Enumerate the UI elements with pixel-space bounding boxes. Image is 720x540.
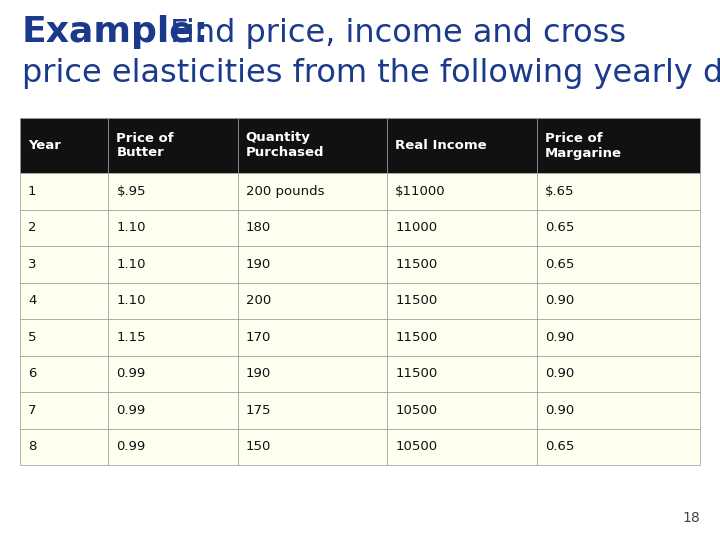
Text: 1.10: 1.10 bbox=[117, 258, 146, 271]
Bar bbox=[537, 355, 700, 392]
Text: 7: 7 bbox=[28, 404, 37, 417]
Text: 10500: 10500 bbox=[395, 440, 437, 453]
Bar bbox=[20, 246, 109, 282]
Text: 1.10: 1.10 bbox=[117, 221, 146, 234]
Bar bbox=[537, 118, 700, 173]
Bar bbox=[20, 282, 109, 319]
Text: 0.99: 0.99 bbox=[117, 367, 145, 380]
Text: $.95: $.95 bbox=[117, 185, 146, 198]
Text: $.65: $.65 bbox=[545, 185, 575, 198]
Bar bbox=[238, 319, 387, 355]
Bar bbox=[387, 246, 537, 282]
Bar bbox=[537, 429, 700, 465]
Text: 180: 180 bbox=[246, 221, 271, 234]
Bar bbox=[238, 246, 387, 282]
Bar bbox=[109, 355, 238, 392]
Bar bbox=[109, 118, 238, 173]
Bar bbox=[537, 282, 700, 319]
Text: 190: 190 bbox=[246, 367, 271, 380]
Text: 0.90: 0.90 bbox=[545, 404, 574, 417]
Text: 0.99: 0.99 bbox=[117, 440, 145, 453]
Text: $11000: $11000 bbox=[395, 185, 446, 198]
Text: 190: 190 bbox=[246, 258, 271, 271]
Text: 0.90: 0.90 bbox=[545, 294, 574, 307]
Text: 11500: 11500 bbox=[395, 294, 438, 307]
Text: 11500: 11500 bbox=[395, 367, 438, 380]
Bar bbox=[238, 392, 387, 429]
Bar bbox=[20, 210, 109, 246]
Text: Price of
Margarine: Price of Margarine bbox=[545, 132, 622, 159]
Text: Year: Year bbox=[28, 139, 61, 152]
Text: 11500: 11500 bbox=[395, 330, 438, 344]
Bar bbox=[109, 173, 238, 210]
Text: 18: 18 bbox=[683, 511, 700, 525]
Text: 1.10: 1.10 bbox=[117, 294, 146, 307]
Text: 8: 8 bbox=[28, 440, 37, 453]
Text: Real Income: Real Income bbox=[395, 139, 487, 152]
Text: 11500: 11500 bbox=[395, 258, 438, 271]
Bar bbox=[238, 210, 387, 246]
Bar bbox=[109, 246, 238, 282]
Bar bbox=[20, 355, 109, 392]
Text: Find price, income and cross: Find price, income and cross bbox=[170, 18, 626, 49]
Text: 0.90: 0.90 bbox=[545, 330, 574, 344]
Text: 1: 1 bbox=[28, 185, 37, 198]
Bar bbox=[109, 319, 238, 355]
Bar bbox=[537, 319, 700, 355]
Text: 0.65: 0.65 bbox=[545, 221, 574, 234]
Bar bbox=[109, 282, 238, 319]
Bar bbox=[387, 429, 537, 465]
Text: 5: 5 bbox=[28, 330, 37, 344]
Text: Quantity
Purchased: Quantity Purchased bbox=[246, 132, 324, 159]
Bar bbox=[238, 118, 387, 173]
Bar bbox=[537, 210, 700, 246]
Text: 0.65: 0.65 bbox=[545, 440, 574, 453]
Text: price elasticities from the following yearly data: price elasticities from the following ye… bbox=[22, 58, 720, 89]
Text: 0.99: 0.99 bbox=[117, 404, 145, 417]
Text: 10500: 10500 bbox=[395, 404, 437, 417]
Bar bbox=[238, 355, 387, 392]
Bar bbox=[238, 282, 387, 319]
Bar bbox=[20, 319, 109, 355]
Text: 200 pounds: 200 pounds bbox=[246, 185, 324, 198]
Text: 150: 150 bbox=[246, 440, 271, 453]
Bar bbox=[387, 210, 537, 246]
Bar bbox=[20, 118, 109, 173]
Bar bbox=[537, 246, 700, 282]
Bar bbox=[387, 282, 537, 319]
Text: 0.65: 0.65 bbox=[545, 258, 574, 271]
Bar bbox=[20, 392, 109, 429]
Bar bbox=[387, 319, 537, 355]
Bar bbox=[20, 173, 109, 210]
Text: Price of
Butter: Price of Butter bbox=[117, 132, 174, 159]
Text: 170: 170 bbox=[246, 330, 271, 344]
Text: 200: 200 bbox=[246, 294, 271, 307]
Text: 11000: 11000 bbox=[395, 221, 437, 234]
Bar bbox=[238, 429, 387, 465]
Text: 4: 4 bbox=[28, 294, 37, 307]
Bar bbox=[537, 392, 700, 429]
Bar bbox=[109, 210, 238, 246]
Text: Example:: Example: bbox=[22, 15, 209, 49]
Text: 1.15: 1.15 bbox=[117, 330, 146, 344]
Bar bbox=[109, 392, 238, 429]
Text: 3: 3 bbox=[28, 258, 37, 271]
Text: 0.90: 0.90 bbox=[545, 367, 574, 380]
Bar bbox=[20, 429, 109, 465]
Text: 2: 2 bbox=[28, 221, 37, 234]
Bar bbox=[238, 173, 387, 210]
Bar bbox=[387, 392, 537, 429]
Bar bbox=[537, 173, 700, 210]
Bar bbox=[387, 355, 537, 392]
Bar bbox=[387, 173, 537, 210]
Bar bbox=[109, 429, 238, 465]
Text: 6: 6 bbox=[28, 367, 37, 380]
Text: 175: 175 bbox=[246, 404, 271, 417]
Bar bbox=[387, 118, 537, 173]
